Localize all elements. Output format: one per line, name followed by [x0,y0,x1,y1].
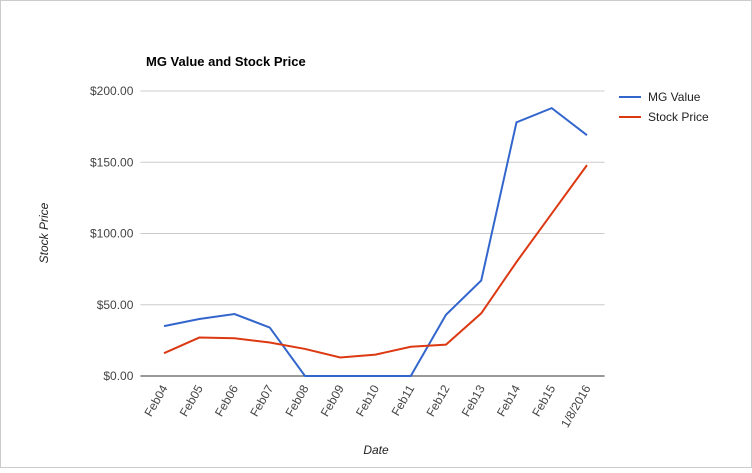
x-axis-label: Date [363,443,389,457]
legend-label: Stock Price [648,110,709,124]
chart-title: MG Value and Stock Price [146,54,306,69]
legend-label: MG Value [648,90,701,104]
series-line [163,164,588,359]
y-tick-label: $200.00 [90,84,134,98]
y-tick-label: $150.00 [90,155,134,169]
y-tick-label: $100.00 [90,227,134,241]
y-tick-label: $0.00 [103,369,133,383]
series-line [163,106,588,377]
y-tick-label: $50.00 [97,298,134,312]
y-axis-label: Stock Price [37,202,51,263]
